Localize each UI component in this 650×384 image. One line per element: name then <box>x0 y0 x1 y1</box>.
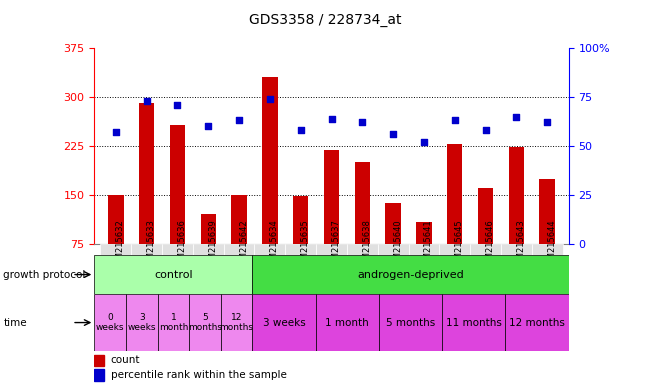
Bar <box>385 204 401 244</box>
Text: GSM215643: GSM215643 <box>516 219 525 270</box>
Text: 12
months: 12 months <box>220 313 254 332</box>
Point <box>203 123 213 129</box>
Bar <box>170 125 185 244</box>
Bar <box>221 294 252 351</box>
Bar <box>231 195 247 244</box>
Bar <box>416 222 432 244</box>
Text: GSM215632: GSM215632 <box>116 219 125 270</box>
Bar <box>285 244 316 255</box>
Bar <box>324 151 339 244</box>
Text: 1 month: 1 month <box>326 318 369 328</box>
Bar <box>409 244 439 255</box>
Point <box>142 98 152 104</box>
Bar <box>347 244 378 255</box>
Text: 3 weeks: 3 weeks <box>263 318 306 328</box>
Bar <box>532 244 563 255</box>
Bar <box>100 244 131 255</box>
Bar <box>262 78 278 244</box>
Bar <box>193 244 224 255</box>
Bar <box>94 294 126 351</box>
Bar <box>108 195 124 244</box>
Bar <box>252 294 316 351</box>
Text: GSM215641: GSM215641 <box>424 219 433 270</box>
Bar <box>94 255 252 294</box>
Bar <box>447 144 462 244</box>
Bar <box>470 244 501 255</box>
Text: GSM215637: GSM215637 <box>332 219 341 270</box>
Point <box>234 118 244 124</box>
Bar <box>439 244 470 255</box>
Bar <box>131 244 162 255</box>
Text: 0
weeks: 0 weeks <box>96 313 124 332</box>
Bar <box>224 244 254 255</box>
Text: GSM215633: GSM215633 <box>147 219 155 270</box>
Bar <box>94 369 104 381</box>
Text: GSM215646: GSM215646 <box>486 219 495 270</box>
Bar <box>379 294 442 351</box>
Bar <box>201 214 216 244</box>
Text: time: time <box>3 318 27 328</box>
Text: 12 months: 12 months <box>509 318 565 328</box>
Text: 3
weeks: 3 weeks <box>127 313 156 332</box>
Point <box>480 127 491 133</box>
Text: GSM215645: GSM215645 <box>455 219 463 270</box>
Point <box>419 139 429 145</box>
Bar <box>509 147 524 244</box>
Text: GSM215638: GSM215638 <box>362 219 371 270</box>
Bar <box>355 162 370 244</box>
Text: GSM215639: GSM215639 <box>208 219 217 270</box>
Text: GSM215644: GSM215644 <box>547 219 556 270</box>
Text: GSM215635: GSM215635 <box>301 219 309 270</box>
Bar <box>126 294 157 351</box>
Bar <box>139 104 154 244</box>
Point <box>265 96 275 102</box>
Text: 5 months: 5 months <box>386 318 436 328</box>
Bar <box>378 244 409 255</box>
Bar <box>293 196 308 244</box>
Bar <box>254 244 285 255</box>
Bar <box>94 355 104 366</box>
Text: GDS3358 / 228734_at: GDS3358 / 228734_at <box>249 13 401 27</box>
Bar <box>189 294 221 351</box>
Text: GSM215640: GSM215640 <box>393 219 402 270</box>
Text: 5
months: 5 months <box>188 313 222 332</box>
Point <box>172 102 183 108</box>
Text: control: control <box>154 270 192 280</box>
Bar <box>252 255 569 294</box>
Bar <box>540 179 555 244</box>
Point <box>296 127 306 133</box>
Bar <box>478 189 493 244</box>
Bar <box>157 294 189 351</box>
Text: GSM215636: GSM215636 <box>177 219 187 270</box>
Point <box>511 114 521 120</box>
Text: 1
month: 1 month <box>159 313 188 332</box>
Bar <box>316 244 347 255</box>
Bar <box>316 294 379 351</box>
Text: percentile rank within the sample: percentile rank within the sample <box>111 370 287 380</box>
Text: GSM215642: GSM215642 <box>239 219 248 270</box>
Point <box>542 119 552 126</box>
Bar <box>506 294 569 351</box>
Point <box>111 129 121 135</box>
Point <box>326 116 337 122</box>
Text: androgen-deprived: androgen-deprived <box>358 270 464 280</box>
Bar <box>162 244 193 255</box>
Text: growth protocol: growth protocol <box>3 270 86 280</box>
Point <box>450 118 460 124</box>
Point <box>388 131 398 137</box>
Text: GSM215634: GSM215634 <box>270 219 279 270</box>
Bar <box>501 244 532 255</box>
Bar <box>442 294 506 351</box>
Text: count: count <box>111 356 140 366</box>
Point <box>357 119 367 126</box>
Text: 11 months: 11 months <box>446 318 502 328</box>
